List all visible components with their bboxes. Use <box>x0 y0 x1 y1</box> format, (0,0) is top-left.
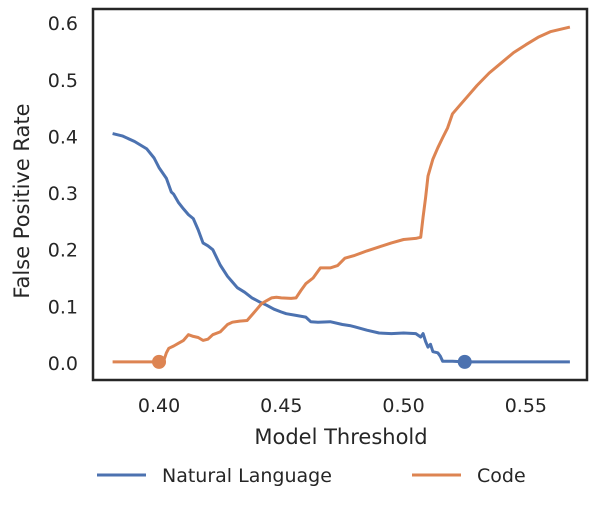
x-tick-label: 0.55 <box>505 395 547 417</box>
series-layer <box>112 25 571 369</box>
series-marker-natural-language <box>457 354 472 369</box>
x-tick-label: 0.40 <box>138 395 180 417</box>
x-axis-title: Model Threshold <box>254 425 427 449</box>
y-tick-label: 0.3 <box>48 183 78 205</box>
plot-frame <box>91 7 589 382</box>
legend: Natural Language Code <box>97 465 526 487</box>
y-axis-ticks: 0.0 0.1 0.2 0.3 0.4 0.5 0.6 <box>48 13 78 375</box>
y-axis-title: False Positive Rate <box>10 103 34 298</box>
x-axis-ticks: 0.40 0.45 0.50 0.55 <box>138 395 547 417</box>
legend-label-code: Code <box>477 465 526 487</box>
y-tick-label: 0.4 <box>48 126 78 148</box>
y-tick-label: 0.1 <box>48 296 78 318</box>
series-line-code <box>112 25 571 364</box>
y-tick-label: 0.5 <box>48 70 78 92</box>
legend-label-natural-language: Natural Language <box>162 465 332 487</box>
y-tick-label: 0.2 <box>48 240 78 262</box>
x-tick-label: 0.45 <box>260 395 302 417</box>
y-tick-label: 0.0 <box>48 353 78 375</box>
series-line-natural-language <box>112 132 570 364</box>
series-marker-code <box>152 354 167 369</box>
x-tick-label: 0.50 <box>382 395 424 417</box>
y-tick-label: 0.6 <box>48 13 78 35</box>
